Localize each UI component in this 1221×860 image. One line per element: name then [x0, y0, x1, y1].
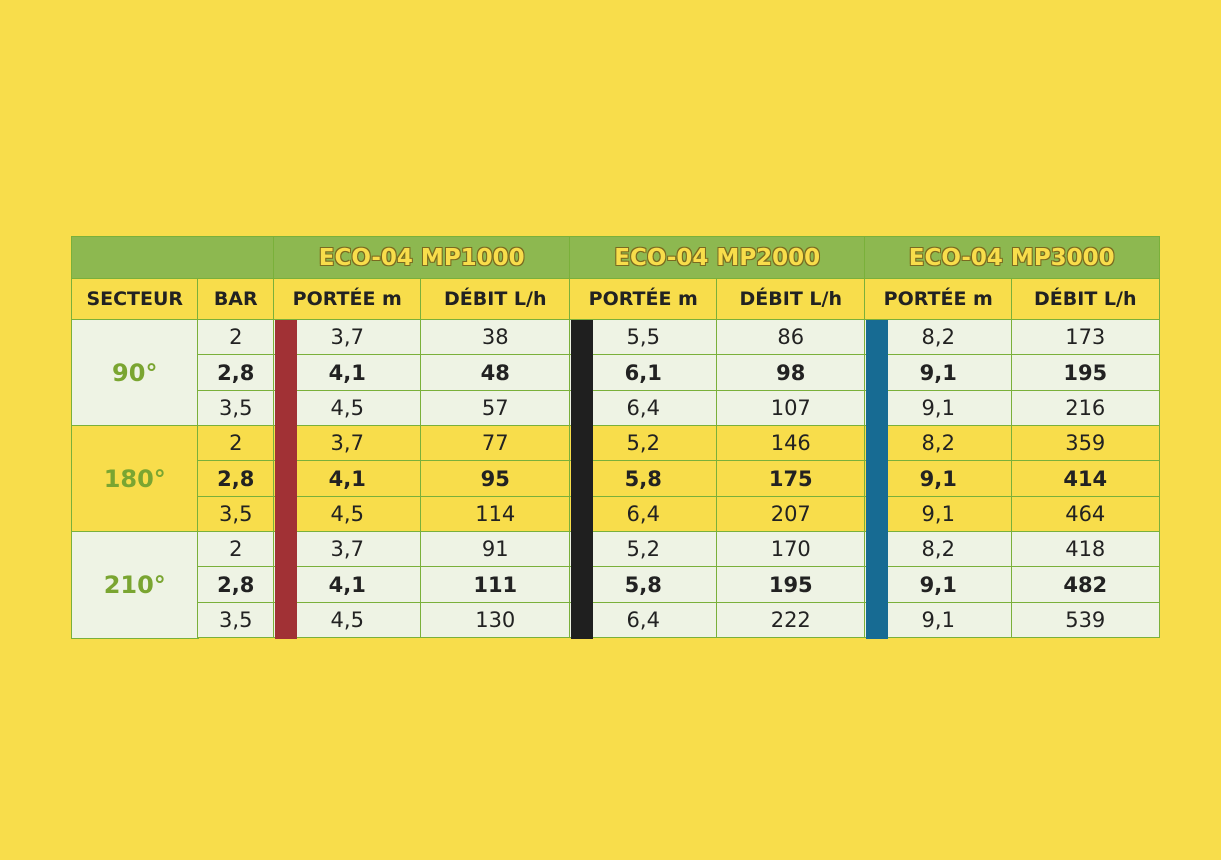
sector-label: 180°: [71, 425, 199, 533]
cell: 3,7: [273, 531, 422, 568]
cell: 418: [1011, 531, 1160, 568]
cell: 3,5: [197, 389, 275, 427]
cell: 6,4: [569, 389, 718, 427]
cell: 86: [716, 319, 866, 356]
cell: 6,1: [569, 354, 718, 392]
cell: 5,8: [569, 460, 718, 498]
color-bar: [571, 320, 593, 639]
cell: 6,4: [569, 601, 718, 639]
cell: 107: [716, 389, 866, 427]
sector-label: 210°: [71, 531, 199, 639]
cell: 2: [197, 425, 275, 462]
cell: 38: [420, 319, 571, 356]
header-corner: [71, 236, 275, 280]
sector-label: 90°: [71, 319, 199, 427]
column-header: DÉBIT L/h: [1011, 278, 1160, 321]
cell: 130: [420, 601, 571, 639]
cell: 195: [716, 566, 866, 604]
column-header: DÉBIT L/h: [716, 278, 866, 321]
cell: 3,5: [197, 601, 275, 639]
cell: 9,1: [864, 354, 1013, 392]
column-header: BAR: [197, 278, 275, 321]
cell: 6,4: [569, 495, 718, 533]
cell: 4,1: [273, 566, 422, 604]
cell: 111: [420, 566, 571, 604]
cell: 91: [420, 531, 571, 568]
column-header: PORTÉE m: [273, 278, 422, 321]
cell: 5,2: [569, 531, 718, 568]
cell: 2: [197, 319, 275, 356]
column-header: PORTÉE m: [569, 278, 718, 321]
column-header: SECTEUR: [71, 278, 199, 321]
cell: 9,1: [864, 460, 1013, 498]
cell: 359: [1011, 425, 1160, 462]
group-header: ECO-04 MP3000: [864, 236, 1160, 280]
cell: 9,1: [864, 601, 1013, 639]
cell: 8,2: [864, 531, 1013, 568]
cell: 4,1: [273, 354, 422, 392]
group-header: ECO-04 MP2000: [569, 236, 866, 280]
cell: 216: [1011, 389, 1160, 427]
group-header: ECO-04 MP1000: [273, 236, 571, 280]
cell: 2: [197, 531, 275, 568]
cell: 464: [1011, 495, 1160, 533]
cell: 98: [716, 354, 866, 392]
cell: 482: [1011, 566, 1160, 604]
cell: 414: [1011, 460, 1160, 498]
cell: 222: [716, 601, 866, 639]
cell: 5,2: [569, 425, 718, 462]
cell: 48: [420, 354, 571, 392]
cell: 2,8: [197, 354, 275, 392]
cell: 146: [716, 425, 866, 462]
cell: 77: [420, 425, 571, 462]
cell: 2,8: [197, 460, 275, 498]
column-header: PORTÉE m: [864, 278, 1013, 321]
cell: 207: [716, 495, 866, 533]
cell: 57: [420, 389, 571, 427]
color-bar: [866, 320, 888, 639]
cell: 195: [1011, 354, 1160, 392]
cell: 4,1: [273, 460, 422, 498]
cell: 5,5: [569, 319, 718, 356]
cell: 8,2: [864, 319, 1013, 356]
cell: 3,5: [197, 495, 275, 533]
cell: 175: [716, 460, 866, 498]
cell: 173: [1011, 319, 1160, 356]
cell: 170: [716, 531, 866, 568]
cell: 2,8: [197, 566, 275, 604]
cell: 9,1: [864, 566, 1013, 604]
column-header: DÉBIT L/h: [420, 278, 571, 321]
cell: 4,5: [273, 389, 422, 427]
cell: 539: [1011, 601, 1160, 639]
cell: 3,7: [273, 319, 422, 356]
color-bar: [275, 320, 297, 639]
cell: 95: [420, 460, 571, 498]
cell: 4,5: [273, 601, 422, 639]
cell: 114: [420, 495, 571, 533]
